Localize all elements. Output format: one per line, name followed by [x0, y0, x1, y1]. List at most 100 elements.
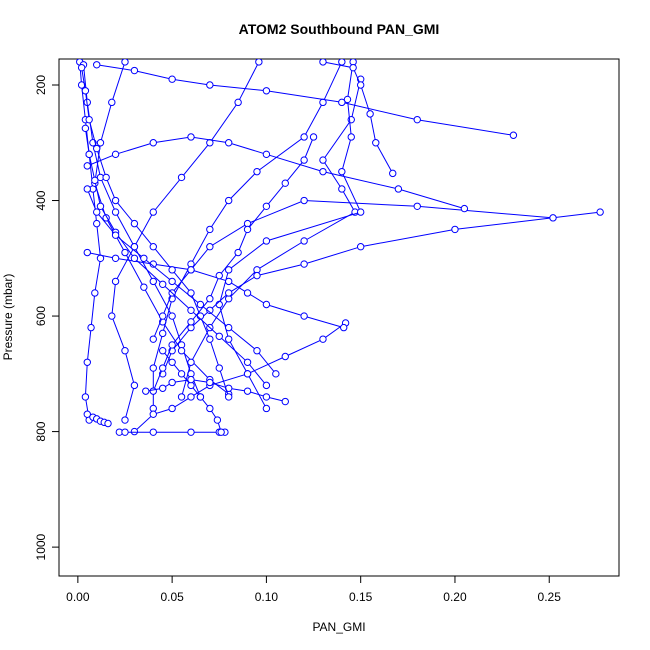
- series-line: [111, 61, 260, 421]
- data-point: [549, 214, 557, 222]
- data-point: [159, 347, 167, 355]
- data-point: [356, 81, 365, 89]
- data-point: [224, 393, 233, 401]
- data-point: [159, 384, 167, 392]
- data-point: [206, 225, 214, 234]
- data-point: [338, 98, 346, 107]
- data-point: [111, 196, 120, 205]
- data-point: [206, 404, 214, 413]
- series-line: [81, 67, 230, 398]
- series-line: [162, 211, 601, 374]
- data-point: [356, 208, 365, 216]
- data-point: [389, 169, 397, 178]
- data-point: [234, 98, 242, 107]
- data-point: [111, 277, 120, 286]
- y-tick-label: 600: [34, 306, 48, 326]
- data-point: [149, 335, 157, 343]
- y-axis: 200 400 600 800 1000: [34, 75, 60, 560]
- series-line: [322, 61, 394, 174]
- data-point: [224, 323, 233, 332]
- series-line: [79, 61, 102, 421]
- data-point: [206, 295, 214, 303]
- data-point: [596, 208, 604, 216]
- chart-title: ATOM2 Southbound PAN_GMI: [239, 21, 440, 37]
- data-point: [253, 167, 261, 176]
- y-tick-label: 400: [34, 190, 48, 210]
- data-point: [187, 289, 195, 297]
- data-point: [159, 312, 167, 320]
- data-point: [149, 387, 157, 395]
- data-point: [224, 289, 233, 297]
- data-point: [451, 225, 459, 234]
- data-point: [168, 404, 176, 413]
- data-point: [206, 306, 214, 314]
- data-point: [272, 370, 280, 378]
- data-point: [149, 139, 157, 147]
- data-point: [168, 75, 176, 83]
- data-point: [121, 428, 129, 436]
- data-point: [177, 370, 186, 378]
- data-point: [281, 352, 289, 361]
- data-point: [281, 397, 289, 406]
- data-point: [300, 133, 308, 141]
- data-point: [149, 243, 157, 251]
- data-point: [77, 63, 86, 72]
- series-line: [181, 79, 362, 398]
- data-point: [319, 335, 327, 343]
- x-tick-label: 0.10: [255, 590, 279, 604]
- data-point: [243, 225, 252, 234]
- data-point: [91, 176, 99, 185]
- series-line: [87, 136, 465, 210]
- data-point: [206, 243, 214, 251]
- data-point: [81, 87, 90, 95]
- x-axis-label: PAN_GMI: [312, 620, 365, 634]
- data-point: [253, 271, 261, 280]
- data-point: [253, 347, 261, 355]
- y-tick-label: 800: [34, 421, 48, 441]
- data-point: [108, 312, 116, 320]
- data-point: [262, 202, 271, 211]
- data-point: [215, 332, 223, 340]
- data-point: [243, 289, 252, 297]
- data-point: [262, 150, 271, 159]
- data-point: [149, 410, 157, 418]
- data-point: [159, 280, 167, 288]
- data-point: [338, 167, 346, 176]
- data-point: [309, 133, 318, 141]
- x-tick-label: 0.25: [538, 590, 562, 604]
- data-point: [83, 162, 91, 170]
- data-point: [413, 115, 421, 124]
- data-point: [93, 61, 101, 69]
- data-point: [121, 347, 129, 355]
- data-point: [187, 306, 195, 314]
- data-point: [83, 248, 91, 257]
- data-point: [140, 254, 148, 262]
- data-point: [255, 59, 263, 66]
- data-point: [356, 243, 365, 251]
- series-layer: [76, 59, 604, 436]
- data-point: [121, 416, 129, 424]
- series-line: [152, 199, 554, 340]
- data-point: [130, 254, 139, 262]
- data-point: [108, 98, 116, 107]
- data-point: [338, 185, 346, 193]
- data-point: [177, 173, 186, 182]
- data-point: [281, 179, 289, 187]
- data-point: [130, 381, 139, 390]
- data-point: [168, 312, 176, 320]
- data-point: [111, 150, 120, 159]
- data-point: [243, 370, 252, 378]
- data-point: [149, 277, 157, 286]
- data-point: [300, 156, 308, 164]
- data-point: [83, 358, 91, 366]
- series-line: [134, 322, 346, 432]
- y-tick-label: 200: [34, 75, 48, 95]
- x-tick-label: 0.20: [443, 590, 467, 604]
- data-point: [300, 196, 308, 205]
- data-point: [262, 404, 271, 413]
- data-point: [121, 59, 129, 66]
- data-point: [93, 144, 101, 153]
- data-point: [300, 237, 308, 245]
- data-point: [130, 427, 139, 436]
- data-point: [460, 204, 469, 213]
